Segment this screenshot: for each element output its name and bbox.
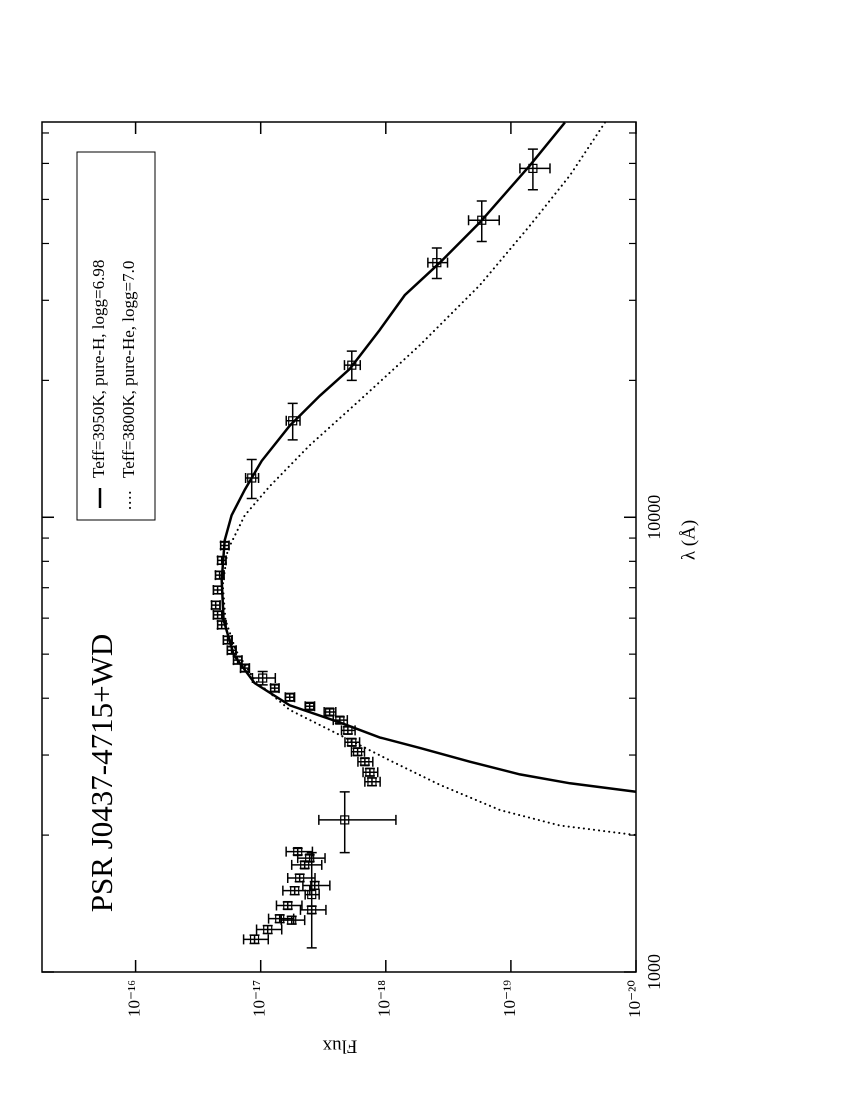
x-error-bar [527,148,538,191]
data-point [270,683,280,693]
data-point [307,889,317,900]
data-point [285,692,295,702]
y-error-bar [302,880,331,891]
data-point [232,655,243,665]
data-point [347,360,357,370]
y-tick-label: 10⁻¹⁹ [500,980,519,1017]
model-curve [221,121,637,837]
data-point [287,915,297,925]
y-error-bar [275,900,303,911]
y-error-bar [299,904,327,915]
y-tick-label: 10⁻¹⁶ [125,980,144,1017]
data-point [211,600,221,610]
data-point [240,663,250,673]
y-error-bar [519,163,551,174]
data-point [300,860,310,870]
data-point [283,900,293,911]
data-point [249,934,260,944]
model-curve [220,121,637,794]
data-point [258,673,268,683]
data-point [353,747,363,757]
legend-label: Teff=3950K, pure-H, logg=6.98 [89,260,108,478]
legend-box [76,151,156,521]
y-error-bar [427,257,449,268]
data-point [215,570,225,580]
data-point [367,777,377,787]
data-point [310,880,320,891]
x-error-bar [339,791,350,854]
legend-label: Teff=3800K, pure-He, logg=7.0 [119,261,138,478]
data-point [295,873,305,883]
data-point [340,815,350,825]
y-axis-label: Flux [322,1036,357,1057]
y-error-bar [318,814,397,825]
x-tick-label: 1000 [644,954,664,990]
plot-frame [41,121,637,973]
data-point [365,767,375,777]
data-point [307,905,317,915]
data-point [360,757,370,767]
y-tick-label: 10⁻¹⁷ [250,980,269,1017]
data-point [290,886,300,896]
y-tick-label: 10⁻²⁰ [625,980,644,1018]
data-point [275,914,285,924]
chart-title: PSR J0437-4715+WD [84,634,119,912]
x-axis-label: λ (Å) [678,520,699,560]
y-error-bar [290,859,323,870]
data-point [305,701,315,711]
data-point [247,473,257,483]
data-point [263,924,273,935]
data-point [213,610,223,620]
y-tick-label: 10⁻¹⁸ [375,980,394,1017]
data-point [477,215,487,225]
x-error-bar [306,851,317,949]
y-error-bar [280,915,306,926]
data-point [288,416,298,426]
y-error-bar [255,924,283,935]
x-tick-label: 10000 [644,495,664,540]
rotated-plot: PSR J0437-4715+WD λ (Å) Flux 1000 10000 10… [41,121,699,1057]
y-error-bar [467,215,500,226]
data-point [325,707,335,717]
y-error-bar [242,934,270,945]
